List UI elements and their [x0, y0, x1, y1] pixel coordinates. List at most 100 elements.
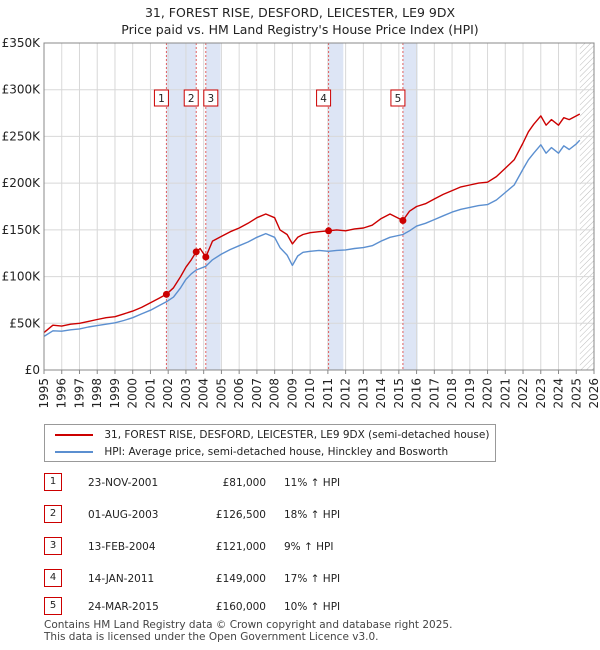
x-tick-label: 2024 — [552, 378, 566, 409]
x-tick-label: 2015 — [392, 378, 406, 409]
footer-copyright: Contains HM Land Registry data © Crown c… — [44, 619, 453, 631]
sale-span-shade — [402, 43, 418, 370]
x-tick-label: 2016 — [410, 378, 424, 409]
legend-swatch-property — [55, 434, 93, 436]
y-tick-label: £150K — [2, 223, 42, 237]
x-tick-label: 2011 — [321, 378, 335, 409]
sale-price: £160,000 — [215, 601, 266, 613]
axes: £0 £50K £100K £150K £200K £250K £300K £350K 1995… — [2, 36, 600, 409]
y-tick-label: £0 — [25, 363, 40, 377]
hpi-line — [43, 139, 581, 337]
x-tick-label: 2001 — [143, 378, 157, 409]
x-tick-label: 2022 — [516, 378, 530, 409]
x-tick-label: 2005 — [214, 378, 228, 409]
x-tick-label: 2017 — [427, 378, 441, 409]
footer-licence: This data is licensed under the Open Gov… — [44, 631, 379, 643]
x-tick-label: 1996 — [55, 378, 69, 409]
legend-label-property: 31, FOREST RISE, DESFORD, LEICESTER, LE9… — [104, 429, 490, 441]
sale-point-marker — [162, 290, 170, 298]
legend-item-hpi: HPI: Average price, semi-detached house,… — [55, 444, 448, 460]
sale-label-text: 3 — [207, 93, 214, 105]
sale-price: £149,000 — [215, 573, 266, 585]
x-tick-label: 2026 — [587, 378, 600, 409]
sale-point-marker — [192, 248, 200, 256]
x-tick-label: 1998 — [90, 378, 104, 409]
x-tick-label: 2000 — [126, 378, 140, 409]
x-tick-label: 2013 — [356, 378, 370, 409]
x-tick-label: 1995 — [37, 378, 51, 409]
sale-hpi-diff: 10% ↑ HPI — [284, 601, 341, 613]
x-tick-label: 2010 — [303, 378, 317, 409]
sale-label-box — [183, 89, 199, 107]
sale-hpi-diff: 18% ↑ HPI — [284, 509, 341, 521]
sale-shading-group — [166, 43, 594, 370]
chart-title: 31, FOREST RISE, DESFORD, LEICESTER, LE9… — [0, 4, 600, 38]
sale-date: 14-JAN-2011 — [88, 573, 155, 585]
x-tick-label: 1999 — [108, 378, 122, 409]
forecast-hatch-region — [579, 43, 594, 370]
legend-label-hpi: HPI: Average price, semi-detached house,… — [104, 446, 449, 458]
y-tick-label: £300K — [2, 83, 42, 97]
sale-point-marker — [399, 217, 407, 225]
x-tick-label: 1997 — [72, 378, 86, 409]
y-tick-label: £250K — [2, 129, 42, 143]
x-tick-label: 2009 — [285, 378, 299, 409]
sale-number-badge: 5 — [44, 597, 62, 615]
sale-point-marker — [325, 227, 333, 235]
series-lines — [43, 113, 581, 337]
x-tick-label: 2025 — [569, 378, 583, 409]
y-tick-label: £50K — [9, 316, 41, 330]
sale-label-text: 2 — [188, 93, 195, 105]
sale-date: 01-AUG-2003 — [88, 509, 159, 521]
sale-hpi-diff: 9% ↑ HPI — [284, 541, 334, 553]
sale-date: 24-MAR-2015 — [88, 601, 159, 613]
sale-hpi-diff: 17% ↑ HPI — [284, 573, 341, 585]
x-tick-label: 2021 — [498, 378, 512, 409]
x-tick-label: 2006 — [232, 378, 246, 409]
sale-label-text: 4 — [320, 93, 327, 105]
sale-price: £81,000 — [222, 477, 266, 489]
y-tick-label: £200K — [2, 176, 42, 190]
sale-label-box — [203, 89, 219, 107]
sale-date: 23-NOV-2001 — [88, 477, 159, 489]
legend-item-property: 31, FOREST RISE, DESFORD, LEICESTER, LE9… — [55, 427, 489, 443]
sale-span-shade — [205, 43, 221, 370]
x-tick-label: 2018 — [445, 378, 459, 409]
sale-point-marker — [202, 253, 210, 261]
sale-date: 13-FEB-2004 — [88, 541, 156, 553]
sale-price: £126,500 — [215, 509, 266, 521]
x-tick-label: 2020 — [481, 378, 495, 409]
chart-subtitle: Price paid vs. HM Land Registry's House … — [121, 22, 479, 37]
x-tick-label: 2004 — [197, 378, 211, 409]
x-tick-label: 2008 — [268, 378, 282, 409]
chart-title-line1: 31, FOREST RISE, DESFORD, LEICESTER, LE9… — [144, 5, 456, 20]
x-tick-label: 2002 — [161, 378, 175, 409]
sale-label-box — [390, 89, 406, 107]
sale-number-badge: 3 — [44, 537, 62, 555]
x-tick-label: 2012 — [339, 378, 353, 409]
sale-number-badge: 4 — [44, 569, 62, 587]
sale-number-badge: 1 — [44, 473, 62, 491]
sale-price: £121,000 — [215, 541, 266, 553]
x-tick-label: 2003 — [179, 378, 193, 409]
sale-span-shade — [328, 43, 344, 370]
y-tick-label: £350K — [2, 36, 42, 50]
sale-label-text: 1 — [158, 93, 165, 105]
sale-label-box — [316, 89, 332, 107]
sale-label-box — [153, 89, 169, 107]
x-tick-label: 2019 — [463, 378, 477, 409]
sale-number-badge: 2 — [44, 505, 62, 523]
sale-hpi-diff: 11% ↑ HPI — [284, 477, 341, 489]
plot-frame — [43, 42, 595, 371]
footer: Contains HM Land Registry data © Crown c… — [44, 619, 452, 643]
x-tick-label: 2014 — [374, 378, 388, 409]
legend: 31, FOREST RISE, DESFORD, LEICESTER, LE9… — [44, 424, 496, 462]
x-tick-label: 2007 — [250, 378, 264, 409]
sale-label-text: 5 — [395, 93, 402, 105]
property-price-line — [43, 113, 581, 334]
legend-swatch-hpi — [55, 451, 93, 453]
x-tick-label: 2023 — [534, 378, 548, 409]
y-tick-label: £100K — [2, 270, 42, 284]
